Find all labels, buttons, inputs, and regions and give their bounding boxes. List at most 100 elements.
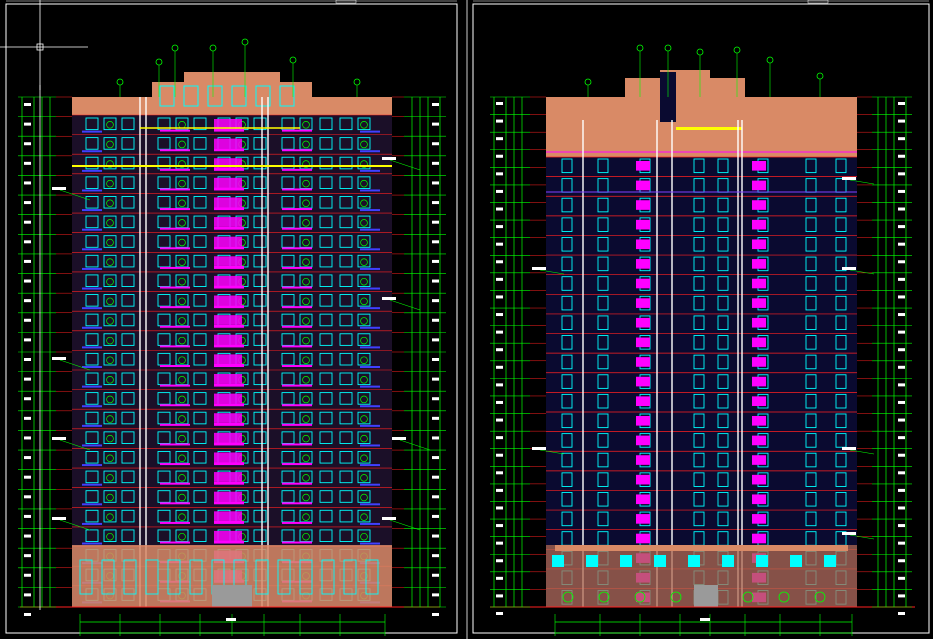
magenta-panel (636, 416, 650, 426)
annotation-text (52, 517, 66, 520)
facade-window (121, 274, 135, 287)
level-text (24, 534, 31, 538)
level-text (432, 103, 439, 106)
balcony-rail (106, 532, 114, 541)
magenta-sill (214, 462, 244, 466)
magenta-sill (160, 247, 190, 250)
facade-window (103, 470, 117, 484)
magenta-sill (160, 208, 190, 211)
magenta-sill (214, 540, 244, 544)
magenta-panel (636, 533, 650, 544)
annotation-text (842, 532, 856, 535)
level-text (24, 259, 31, 263)
facade-window (193, 274, 207, 287)
facade-window (693, 413, 705, 429)
blue-sill (82, 385, 102, 388)
magenta-sill (160, 384, 190, 387)
facade-window (357, 215, 371, 229)
facade-window (597, 413, 609, 429)
facade-window (717, 197, 729, 213)
facade-window (835, 413, 847, 429)
level-text (24, 299, 31, 303)
facade-window (339, 333, 353, 346)
roof-window (159, 85, 175, 107)
magenta-sill (282, 502, 312, 505)
balcony-rail (106, 160, 114, 168)
level-text (496, 612, 503, 615)
balcony-rail (178, 454, 186, 463)
blue-sill (82, 307, 102, 310)
facade-window (103, 411, 117, 425)
balcony-rail (360, 356, 368, 364)
level-text (432, 593, 439, 597)
facade-window (85, 509, 99, 523)
magenta-panel (214, 256, 242, 266)
facade-window (835, 276, 847, 291)
facade-window (805, 217, 817, 232)
yellow-band (676, 127, 742, 130)
balcony-rail (106, 434, 114, 443)
facade-body (72, 97, 392, 607)
level-text (496, 119, 503, 123)
blue-sill (360, 307, 380, 310)
facade-window (805, 413, 817, 429)
facade-window (835, 256, 847, 272)
magenta-sill (160, 443, 190, 446)
magenta-sill (160, 423, 190, 426)
level-text (432, 122, 439, 126)
callout-bubble (289, 56, 297, 64)
facade-window (597, 158, 609, 174)
facade-window (805, 433, 817, 448)
annotation-leader (849, 534, 875, 540)
balcony-rail (360, 297, 368, 306)
magenta-sill (282, 521, 312, 524)
balcony-rail (360, 434, 368, 443)
facade-window (805, 492, 817, 507)
magenta-panel (752, 317, 766, 328)
magenta-sill (282, 208, 312, 211)
facade-window (597, 511, 609, 527)
level-text (24, 514, 31, 518)
roof-upper-mass (625, 78, 745, 103)
magenta-panel (214, 119, 242, 129)
level-text (496, 506, 503, 510)
level-text (432, 181, 439, 185)
magenta-panel (214, 236, 242, 247)
facade-window (717, 511, 729, 527)
blue-sill (360, 503, 380, 506)
podium-window (101, 559, 115, 595)
facade-window (121, 509, 135, 523)
podium-window (145, 559, 159, 595)
callout-bubble (353, 78, 361, 86)
facade-window (717, 217, 729, 232)
level-text (24, 122, 31, 126)
facade-window (597, 492, 609, 507)
facade-window (193, 156, 207, 170)
level-text (898, 313, 905, 317)
magenta-sill (214, 501, 244, 505)
podium-arch (670, 591, 682, 603)
facade-window (339, 411, 353, 425)
facade-window (339, 509, 353, 523)
facade-window (319, 274, 333, 287)
facade-window (357, 254, 371, 268)
podium-window (365, 559, 379, 595)
magenta-sill (160, 463, 190, 466)
facade-window (561, 393, 573, 409)
annotation-leader (849, 449, 875, 455)
level-text (898, 225, 905, 229)
facade-window (253, 529, 267, 542)
facade-window (357, 235, 371, 248)
facade-window (717, 354, 729, 370)
balcony-rail (360, 317, 368, 325)
facade-window (253, 352, 267, 366)
level-text (496, 102, 503, 105)
facade-window (717, 276, 729, 291)
facade-window (339, 196, 353, 209)
balcony-rail (178, 415, 186, 423)
facade-window (193, 411, 207, 425)
annotation-leader (399, 439, 431, 451)
magenta-sill (214, 226, 244, 230)
balcony-rail (178, 140, 186, 149)
